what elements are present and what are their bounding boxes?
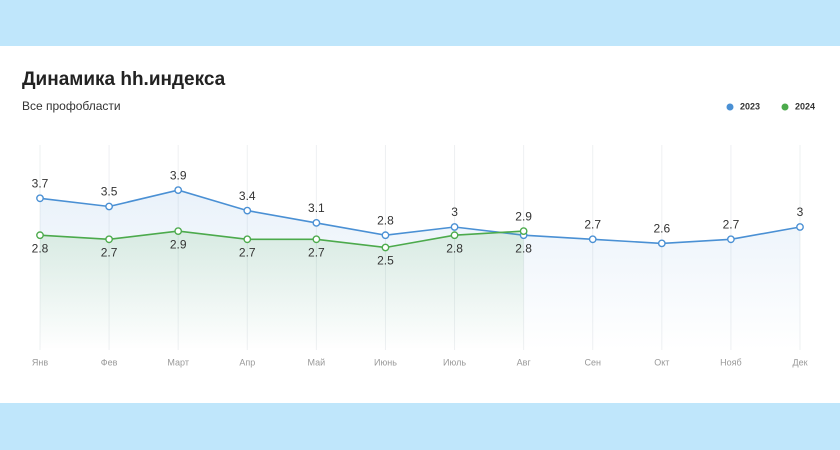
point — [381, 231, 390, 240]
x-tick-label: Апр — [239, 357, 255, 367]
top-band — [0, 0, 840, 46]
point — [36, 194, 44, 203]
x-tick-label: Янв — [32, 357, 48, 367]
point — [105, 202, 113, 211]
data-label: 2.8 — [32, 241, 49, 255]
data-label: 2.5 — [377, 254, 394, 268]
data-label: 2.6 — [653, 222, 670, 236]
x-tick-label: Июль — [443, 357, 466, 367]
point — [312, 218, 321, 227]
data-label: 3 — [797, 205, 804, 219]
point — [450, 223, 459, 231]
data-label: 2.8 — [377, 213, 394, 227]
x-tick-label: Сен — [584, 357, 601, 367]
x-tick-label: Фев — [101, 357, 118, 367]
x-tick-label: Май — [308, 357, 326, 367]
legend-label: 2024 — [795, 101, 815, 111]
point — [657, 239, 666, 248]
data-label: 3.1 — [308, 201, 325, 215]
legend-swatch — [781, 103, 789, 111]
data-label: 2.7 — [723, 217, 740, 231]
bottom-band — [0, 403, 840, 450]
x-tick-label: Март — [167, 357, 189, 367]
x-tick-label: Авг — [517, 357, 532, 367]
point — [588, 235, 597, 244]
point — [519, 227, 528, 236]
chart-subtitle: Все профобласти — [22, 99, 121, 113]
data-label: 2.7 — [239, 245, 256, 259]
data-label: 2.8 — [446, 241, 463, 255]
x-tick-label: Дек — [792, 357, 807, 367]
chart-title: Динамика hh.индекса — [22, 69, 226, 90]
data-label: 2.7 — [584, 217, 601, 231]
point — [450, 231, 459, 240]
legend-label: 2023 — [740, 101, 760, 111]
point — [243, 235, 252, 244]
point — [105, 235, 113, 244]
x-tick-label: Нояб — [720, 357, 742, 367]
point — [727, 235, 735, 244]
data-label: 3.5 — [101, 185, 118, 199]
point — [312, 235, 321, 244]
point — [796, 223, 804, 231]
data-label: 2.9 — [170, 237, 187, 251]
legend-swatch — [726, 103, 734, 111]
data-label: 3.9 — [170, 168, 187, 182]
data-label: 3.7 — [32, 176, 49, 190]
point — [174, 186, 183, 195]
area — [40, 231, 524, 350]
data-label: 2.7 — [101, 245, 118, 259]
point — [36, 231, 44, 240]
x-tick-label: Окт — [654, 357, 669, 367]
point — [243, 206, 252, 215]
data-label: 2.7 — [308, 245, 325, 259]
point — [174, 227, 183, 236]
line — [39, 230, 524, 249]
data-label: 2.9 — [515, 209, 532, 223]
data-label: 3.4 — [239, 189, 256, 203]
x-tick-label: Июнь — [374, 357, 397, 367]
point — [381, 243, 390, 252]
line — [39, 189, 801, 245]
data-label: 3 — [451, 205, 458, 219]
data-label: 2.8 — [515, 241, 532, 255]
